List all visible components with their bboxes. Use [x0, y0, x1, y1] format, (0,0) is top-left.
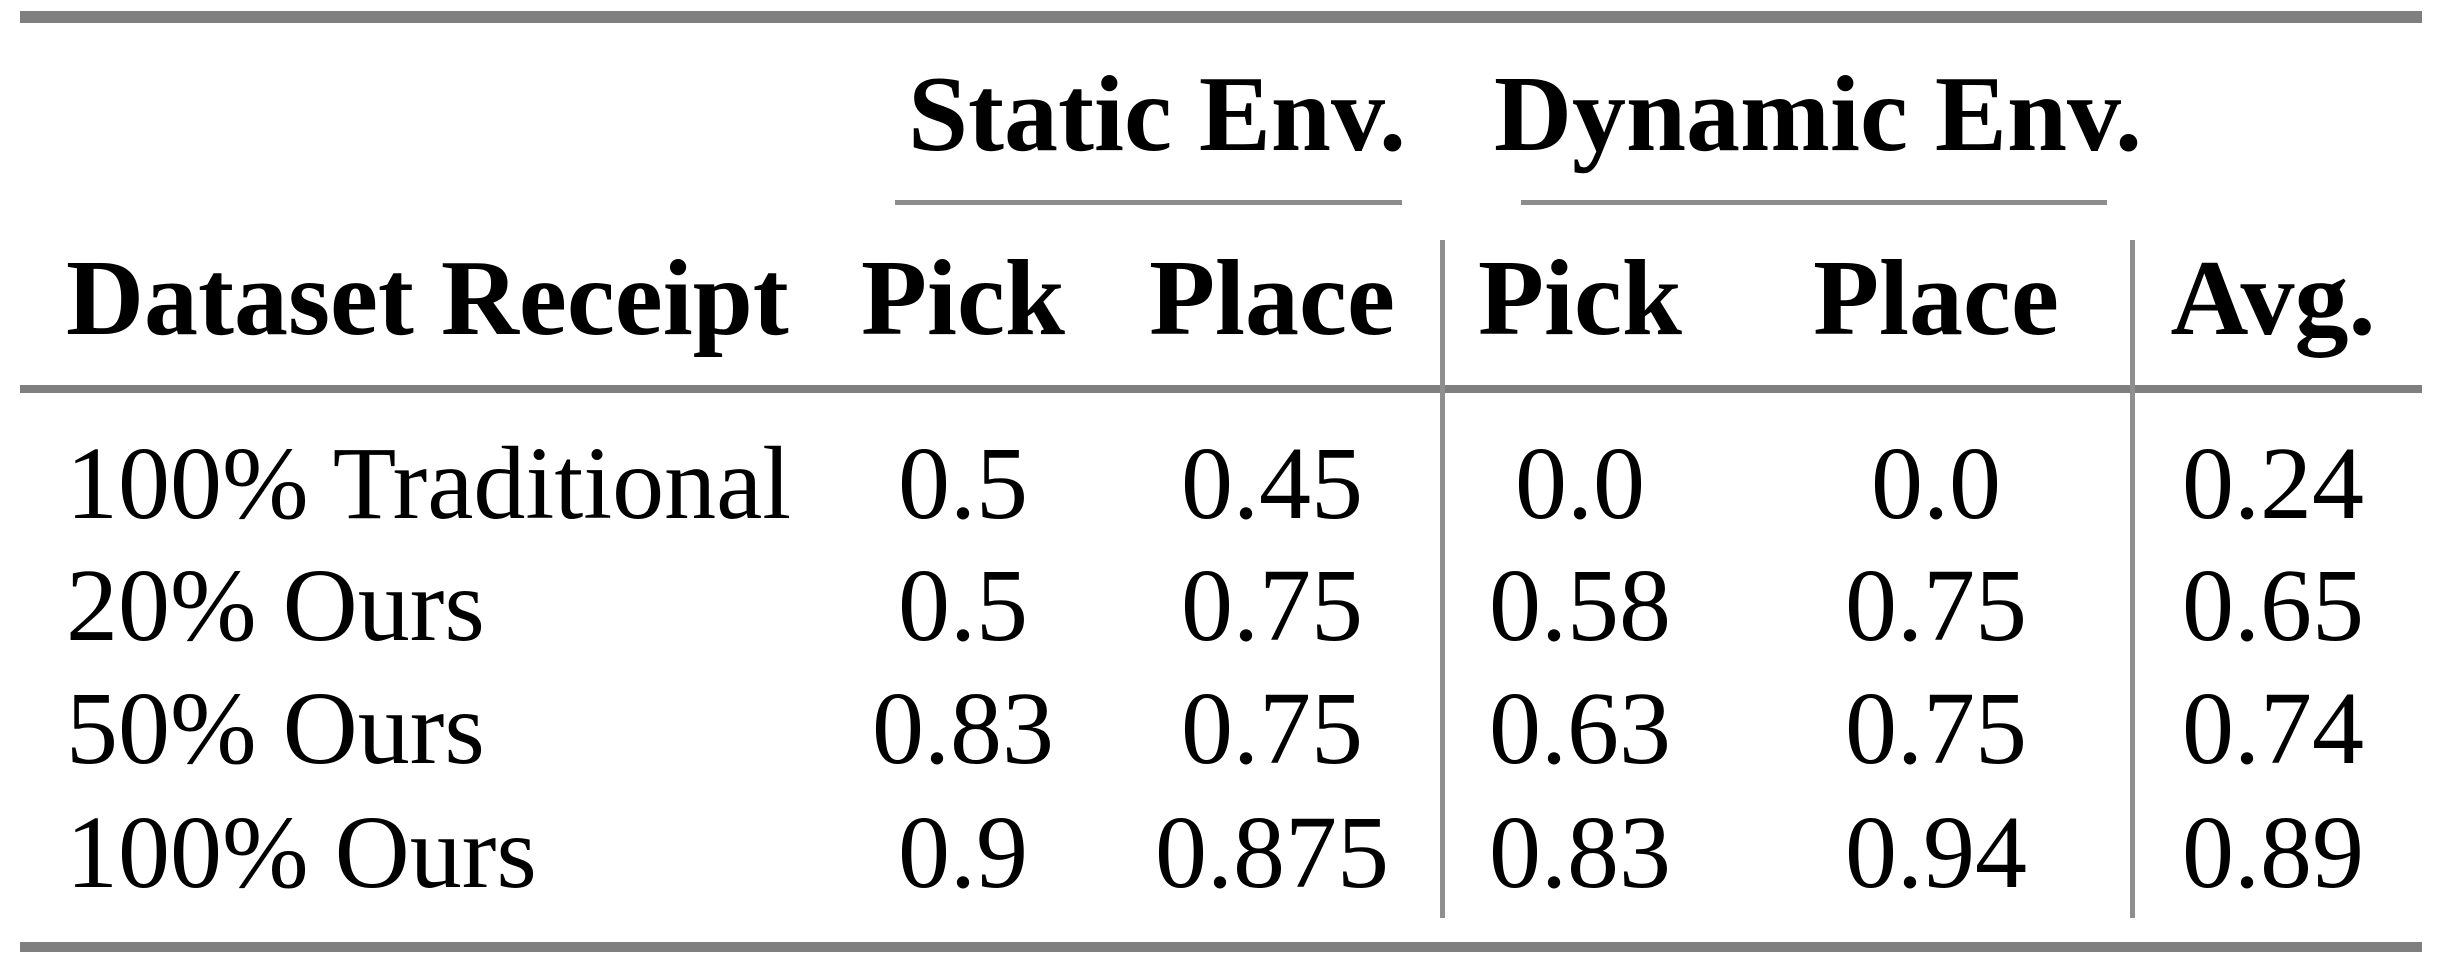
cell-static-pick: 0.5 — [898, 426, 1028, 541]
cell-dynamic-pick: 0.83 — [1489, 795, 1671, 910]
cell-dynamic-pick: 0.0 — [1515, 426, 1645, 541]
cell-static-pick: 0.5 — [898, 548, 1028, 663]
cell-dataset: 100% Ours — [66, 795, 537, 910]
column-header-avg: Avg. — [2170, 239, 2376, 358]
cell-avg: 0.24 — [2182, 426, 2364, 541]
column-header-dynamic-pick: Pick — [1478, 239, 1682, 358]
cell-dataset: 20% Ours — [66, 548, 485, 663]
cell-dataset: 50% Ours — [66, 671, 485, 786]
cell-dynamic-pick: 0.58 — [1489, 548, 1671, 663]
cell-static-place: 0.875 — [1155, 795, 1389, 910]
cell-static-place: 0.75 — [1181, 671, 1363, 786]
cell-dynamic-place: 0.0 — [1871, 426, 2001, 541]
dynamic-env-underline — [1521, 200, 2107, 205]
column-header-static-place: Place — [1149, 239, 1395, 358]
cell-avg: 0.74 — [2182, 671, 2364, 786]
cell-dynamic-place: 0.94 — [1845, 795, 2027, 910]
table-top-rule — [20, 11, 2422, 23]
cell-avg: 0.89 — [2182, 795, 2364, 910]
cell-static-place: 0.75 — [1181, 548, 1363, 663]
cell-dynamic-pick: 0.63 — [1489, 671, 1671, 786]
cell-dataset: 100% Traditional — [66, 426, 792, 541]
cell-dynamic-place: 0.75 — [1845, 548, 2027, 663]
separator-static-dynamic — [1440, 240, 1445, 918]
separator-dynamic-avg — [2130, 240, 2135, 918]
cell-avg: 0.65 — [2182, 548, 2364, 663]
column-header-dataset-receipt: Dataset Receipt — [66, 239, 789, 358]
cell-static-pick: 0.83 — [872, 671, 1054, 786]
cell-static-pick: 0.9 — [898, 795, 1028, 910]
group-header-dynamic-env: Dynamic Env. — [1493, 55, 2143, 174]
group-header-static-env: Static Env. — [907, 55, 1407, 174]
cell-static-place: 0.45 — [1181, 426, 1363, 541]
cell-dynamic-place: 0.75 — [1845, 671, 2027, 786]
table-mid-rule — [20, 385, 2422, 393]
column-header-dynamic-place: Place — [1813, 239, 2059, 358]
column-header-static-pick: Pick — [861, 239, 1065, 358]
static-env-underline — [895, 200, 1402, 205]
table-bottom-rule — [20, 942, 2422, 952]
